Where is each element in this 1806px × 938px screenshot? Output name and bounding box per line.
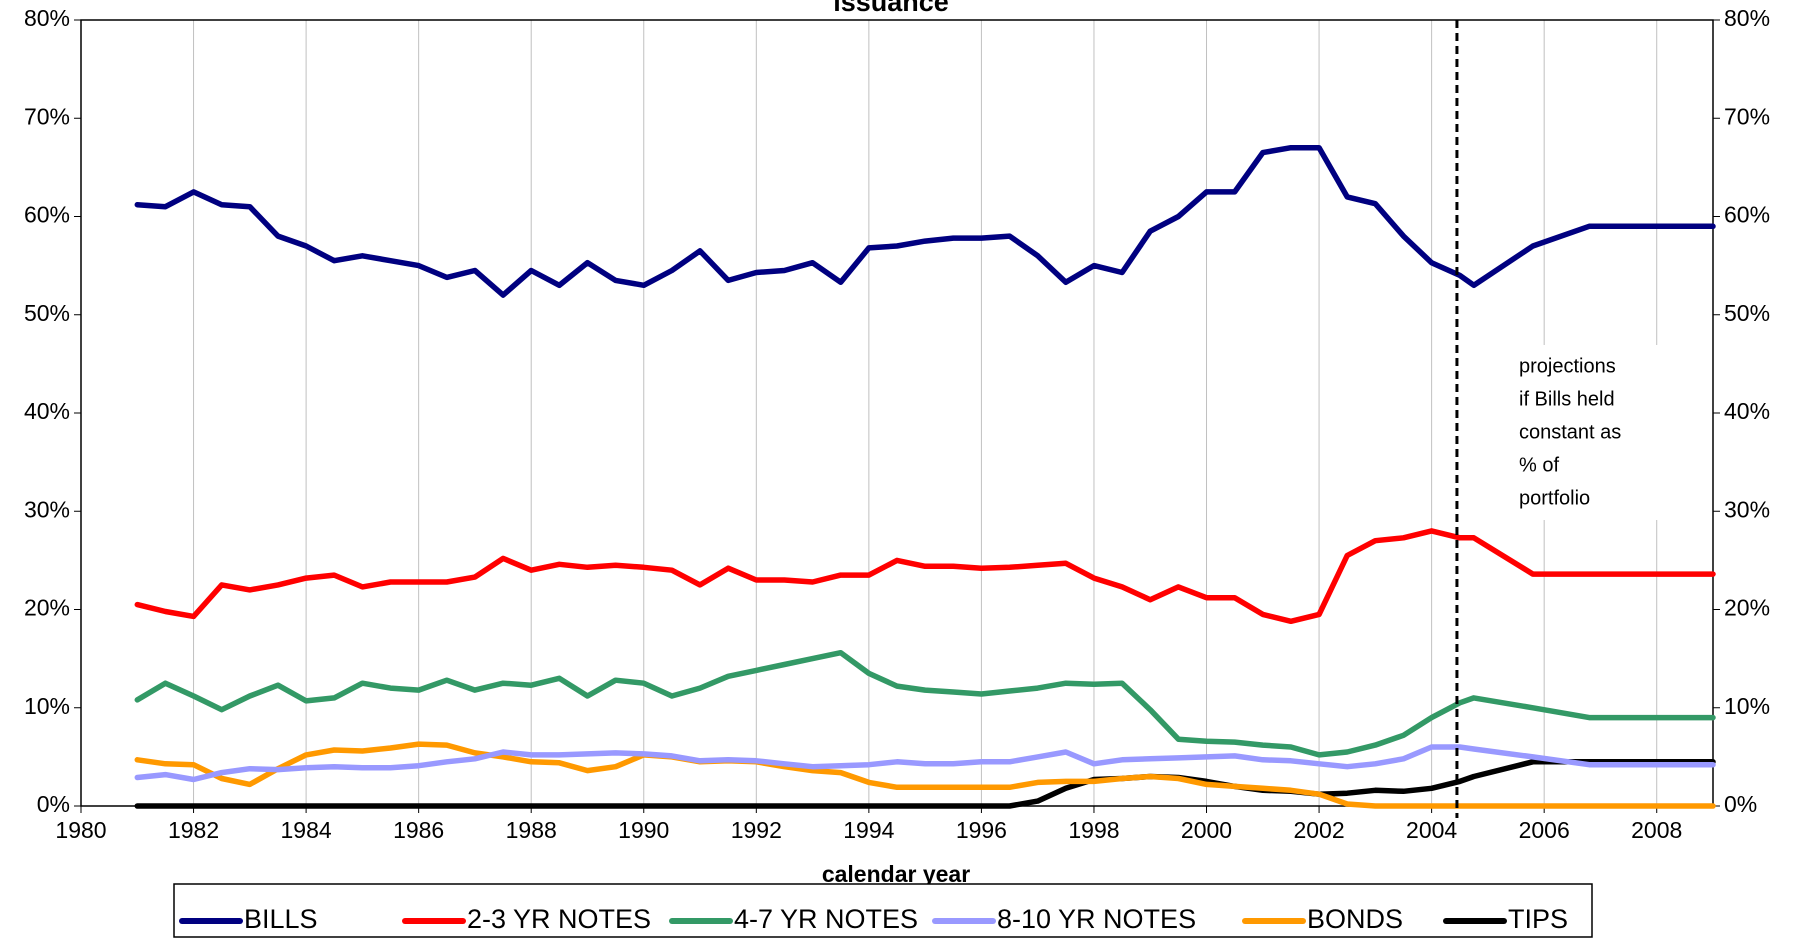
y-tick-label: 10%	[24, 693, 70, 719]
x-tick-label: 1992	[731, 817, 782, 843]
annotation-text: if Bills held	[1519, 388, 1615, 410]
legend-label: TIPS	[1508, 904, 1568, 934]
annotation-text: projections	[1519, 355, 1616, 377]
y2-tick-label: 0%	[1724, 791, 1757, 817]
y-tick-label: 70%	[24, 103, 70, 129]
y2-tick-label: 10%	[1724, 693, 1770, 719]
series-line	[134, 741, 1716, 809]
legend-label: BONDS	[1307, 904, 1403, 934]
y2-tick-label: 20%	[1724, 595, 1770, 621]
chart-title: issuance	[833, 0, 949, 17]
y-tick-label: 30%	[24, 496, 70, 522]
y2-tick-label: 50%	[1724, 300, 1770, 326]
legend-label: 2-3 YR NOTES	[467, 904, 651, 934]
annotation-box	[1505, 345, 1667, 520]
y2-tick-label: 60%	[1724, 202, 1770, 228]
x-tick-label: 1988	[506, 817, 557, 843]
x-tick-label: 1986	[393, 817, 444, 843]
series-line	[134, 528, 1716, 625]
x-tick-label: 1980	[55, 817, 106, 843]
x-tick-label: 2006	[1519, 817, 1570, 843]
x-axis-label: calendar year	[822, 861, 970, 887]
y2-tick-label: 30%	[1724, 496, 1770, 522]
series-line	[134, 649, 1716, 758]
y-tick-label: 50%	[24, 300, 70, 326]
y2-tick-label: 70%	[1724, 103, 1770, 129]
x-tick-label: 2000	[1181, 817, 1232, 843]
series-line	[134, 744, 1716, 783]
legend-box	[173, 883, 1593, 938]
x-tick-label: 1996	[956, 817, 1007, 843]
y-tick-label: 40%	[24, 398, 70, 424]
annotation-text: % of	[1519, 454, 1559, 476]
annotation-text: constant as	[1519, 421, 1621, 443]
y-tick-label: 0%	[37, 791, 70, 817]
legend-label: 8-10 YR NOTES	[997, 904, 1196, 934]
x-tick-label: 1994	[843, 817, 894, 843]
y2-tick-label: 40%	[1724, 398, 1770, 424]
legend-label: BILLS	[244, 904, 318, 934]
y2-tick-label: 80%	[1724, 5, 1770, 31]
series-line	[134, 144, 1716, 298]
plot-area	[81, 20, 1713, 806]
y-tick-label: 80%	[24, 5, 70, 31]
x-tick-label: 1984	[281, 817, 332, 843]
series-line	[134, 759, 1716, 809]
x-tick-label: 1998	[1068, 817, 1119, 843]
x-tick-label: 2002	[1293, 817, 1344, 843]
x-tick-label: 1990	[618, 817, 669, 843]
annotation-text: portfolio	[1519, 487, 1590, 509]
legend-label: 4-7 YR NOTES	[734, 904, 918, 934]
y-tick-label: 60%	[24, 202, 70, 228]
x-tick-label: 2008	[1631, 817, 1682, 843]
x-tick-label: 2004	[1406, 817, 1457, 843]
x-tick-label: 1982	[168, 817, 219, 843]
y-tick-label: 20%	[24, 595, 70, 621]
